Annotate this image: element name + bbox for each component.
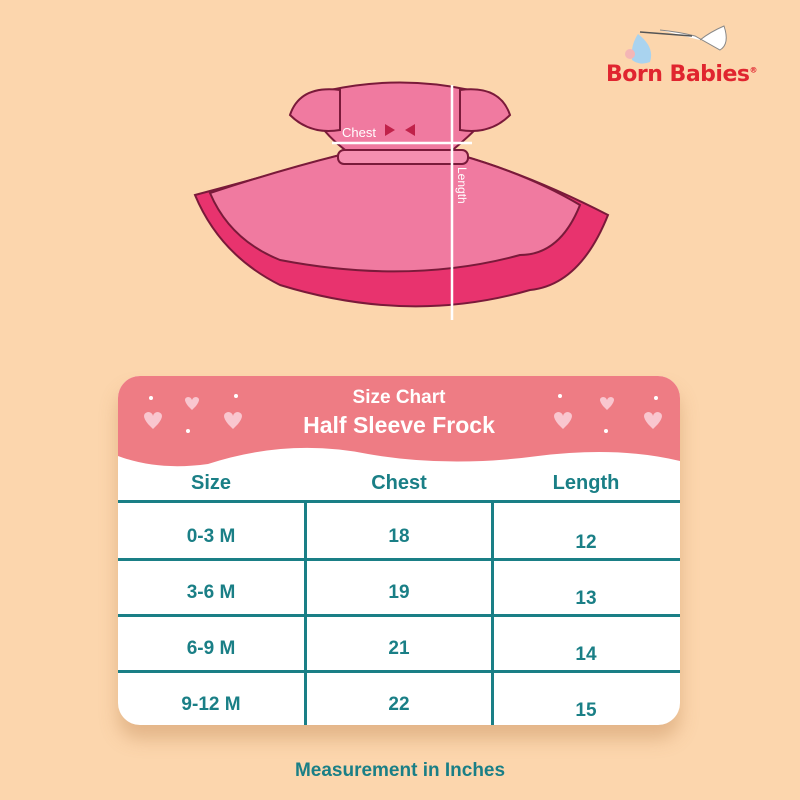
divider	[118, 614, 680, 617]
divider	[118, 670, 680, 673]
chart-title: Size Chart	[352, 387, 446, 408]
table-cell: 13	[575, 588, 597, 609]
table-cell: 14	[575, 644, 597, 665]
brand-logo: Born Babies®	[606, 62, 757, 87]
table-cell: 18	[388, 526, 410, 547]
table-cell: 6-9 M	[186, 638, 236, 659]
brand-name: Born Babies	[606, 62, 750, 87]
table-cell: 15	[575, 700, 597, 721]
divider	[118, 500, 680, 503]
header-banner	[118, 376, 680, 467]
table-cell: 21	[388, 638, 410, 659]
stork-logo-icon	[625, 25, 727, 64]
column-header: Length	[552, 472, 620, 494]
chest-label: Chest	[342, 125, 376, 140]
heart-icon	[144, 397, 662, 429]
column-header: Chest	[371, 472, 427, 494]
table-cell: 9-12 M	[181, 694, 241, 715]
divider	[304, 502, 307, 725]
table-cell: 22	[388, 694, 410, 715]
table-cell: 0-3 M	[186, 526, 236, 547]
divider	[118, 558, 680, 561]
divider	[491, 502, 494, 725]
column-header: Size	[190, 472, 232, 494]
table-cell: 3-6 M	[186, 582, 236, 603]
footer-note: Measurement in Inches	[294, 760, 506, 781]
table-cell: 12	[575, 532, 597, 553]
size-chart-table: Size Chart Half Sleeve Frock Size Chest Le…	[118, 376, 680, 725]
length-label: Length	[455, 167, 469, 204]
registered-mark: ®	[749, 65, 757, 75]
dress-illustration: Chest Length	[193, 81, 610, 320]
table-cell: 19	[388, 582, 410, 603]
product-name: Half Sleeve Frock	[303, 412, 495, 438]
